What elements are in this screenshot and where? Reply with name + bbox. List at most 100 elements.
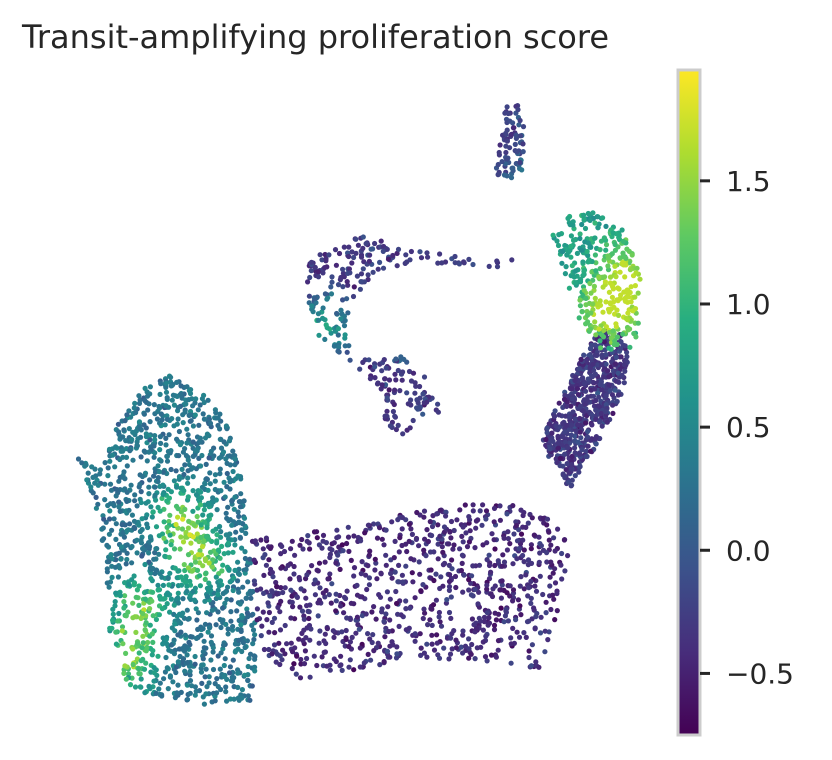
scatter-point <box>431 647 438 653</box>
scatter-point <box>418 588 424 594</box>
scatter-point <box>363 572 369 578</box>
scatter-point <box>197 502 203 508</box>
scatter-point <box>478 644 484 650</box>
scatter-point <box>514 538 521 544</box>
scatter-point <box>97 471 103 477</box>
scatter-point <box>565 445 571 451</box>
scatter-point <box>248 595 254 601</box>
scatter-point <box>132 492 138 498</box>
scatter-point <box>127 682 134 688</box>
scatter-point <box>616 286 622 292</box>
scatter-point <box>498 605 504 611</box>
scatter-point <box>187 593 193 599</box>
scatter-point <box>421 508 428 514</box>
scatter-point <box>121 427 127 433</box>
scatter-point <box>489 531 495 537</box>
scatter-point <box>303 595 309 601</box>
scatter-point <box>178 383 184 389</box>
scatter-point <box>109 527 115 533</box>
scatter-point <box>178 574 184 580</box>
scatter-point <box>389 519 395 525</box>
scatter-point <box>180 516 186 522</box>
scatter-point <box>184 645 190 651</box>
scatter-point <box>164 665 170 671</box>
scatter-point <box>511 531 517 537</box>
scatter-point <box>248 590 254 597</box>
scatter-point <box>169 416 175 422</box>
scatter-point <box>101 516 107 522</box>
scatter-point <box>528 542 535 548</box>
scatter-point <box>389 575 395 581</box>
scatter-point <box>182 668 188 674</box>
scatter-point <box>208 633 215 639</box>
scatter-point <box>158 381 164 387</box>
scatter-point <box>375 640 381 646</box>
scatter-point <box>331 343 337 349</box>
scatter-point <box>510 625 516 632</box>
scatter-point <box>110 617 116 623</box>
scatter-point <box>552 566 558 572</box>
scatter-point <box>185 468 191 474</box>
scatter-point <box>288 640 294 646</box>
scatter-point <box>333 608 339 614</box>
scatter-point <box>585 434 591 440</box>
scatter-point <box>224 596 230 602</box>
scatter-point <box>392 538 398 545</box>
scatter-point <box>395 367 401 374</box>
scatter-point <box>603 247 609 253</box>
scatter-point <box>93 505 99 511</box>
scatter-point <box>393 588 399 595</box>
scatter-point <box>122 418 128 424</box>
scatter-point <box>435 401 441 407</box>
scatter-point <box>392 371 398 377</box>
scatter-point <box>365 651 371 658</box>
scatter-point <box>193 606 199 612</box>
scatter-point <box>547 574 553 580</box>
scatter-point <box>378 386 384 392</box>
scatter-point <box>446 541 452 547</box>
scatter-point <box>509 598 516 604</box>
scatter-point <box>360 245 366 251</box>
scatter-point <box>172 628 178 634</box>
scatter-point <box>328 600 334 606</box>
scatter-point <box>504 104 510 110</box>
scatter-point <box>520 124 527 130</box>
scatter-point <box>106 446 113 452</box>
scatter-point <box>164 416 170 422</box>
scatter-point <box>187 678 194 684</box>
scatter-point <box>129 436 135 443</box>
scatter-point <box>583 358 589 364</box>
scatter-point <box>603 223 609 229</box>
scatter-point <box>234 608 240 614</box>
scatter-point <box>466 587 472 593</box>
scatter-point <box>315 600 321 606</box>
scatter-point <box>227 696 233 702</box>
scatter-point <box>569 422 575 428</box>
scatter-point <box>534 610 540 617</box>
scatter-point <box>381 542 387 548</box>
scatter-point <box>293 671 299 677</box>
scatter-point <box>165 686 171 692</box>
scatter-point <box>225 504 231 510</box>
scatter-point <box>578 356 584 362</box>
scatter-point <box>88 484 94 490</box>
scatter-point <box>610 402 616 408</box>
scatter-point <box>435 541 441 547</box>
scatter-point <box>600 215 606 221</box>
scatter-point <box>172 565 178 571</box>
scatter-point <box>104 580 110 586</box>
scatter-point <box>451 542 457 548</box>
scatter-point <box>340 548 346 554</box>
scatter-point <box>496 152 502 158</box>
scatter-point <box>157 596 163 602</box>
scatter-point <box>531 532 537 538</box>
scatter-point <box>366 575 372 581</box>
scatter-point <box>137 684 143 690</box>
scatter-point <box>304 655 310 662</box>
scatter-point <box>440 549 446 556</box>
scatter-point <box>151 556 157 562</box>
scatter-point <box>113 629 119 635</box>
scatter-point <box>509 257 515 263</box>
scatter-point <box>188 540 194 546</box>
